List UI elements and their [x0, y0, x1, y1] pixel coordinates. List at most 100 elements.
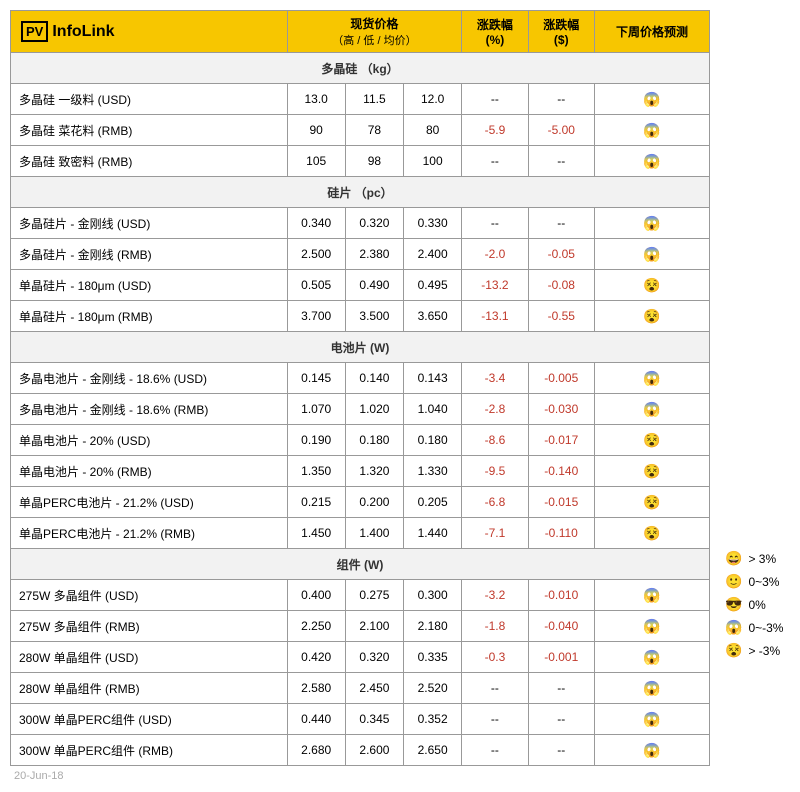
change-pct: -13.1: [462, 301, 528, 332]
price-avg: 80: [404, 115, 462, 146]
price-avg: 0.495: [404, 270, 462, 301]
table-row: 280W 单晶组件 (RMB)2.5802.4502.520----😱: [11, 673, 710, 704]
item-name: 280W 单晶组件 (RMB): [11, 673, 288, 704]
price-avg: 2.650: [404, 735, 462, 766]
forecast-icon: 😱: [594, 735, 709, 766]
legend-text: 0%: [748, 598, 765, 612]
change-abs: --: [528, 704, 594, 735]
forecast-icon: 😱: [594, 363, 709, 394]
legend-row: 😎 0%: [725, 596, 783, 613]
table-row: 单晶电池片 - 20% (USD)0.1900.1800.180-8.6-0.0…: [11, 425, 710, 456]
forecast-icon: 😱: [594, 115, 709, 146]
legend-icon: 🙂: [725, 573, 742, 590]
header-abs: 涨跌幅 ($): [528, 11, 594, 53]
table-row: 单晶PERC电池片 - 21.2% (RMB)1.4501.4001.440-7…: [11, 518, 710, 549]
price-low: 0.140: [345, 363, 403, 394]
price-avg: 100: [404, 146, 462, 177]
price-high: 1.070: [287, 394, 345, 425]
item-name: 单晶硅片 - 180μm (RMB): [11, 301, 288, 332]
price-low: 78: [345, 115, 403, 146]
price-low: 2.600: [345, 735, 403, 766]
change-pct: -5.9: [462, 115, 528, 146]
price-high: 13.0: [287, 84, 345, 115]
price-avg: 2.180: [404, 611, 462, 642]
price-avg: 0.352: [404, 704, 462, 735]
price-avg: 2.400: [404, 239, 462, 270]
price-low: 2.450: [345, 673, 403, 704]
price-high: 0.215: [287, 487, 345, 518]
header-forecast: 下周价格预测: [594, 11, 709, 53]
item-name: 单晶PERC电池片 - 21.2% (USD): [11, 487, 288, 518]
change-abs: -0.017: [528, 425, 594, 456]
price-avg: 0.300: [404, 580, 462, 611]
forecast-icon: 😱: [594, 673, 709, 704]
legend-icon: 😵: [725, 642, 742, 659]
logo-text: InfoLink: [52, 23, 114, 40]
table-row: 单晶PERC电池片 - 21.2% (USD)0.2150.2000.205-6…: [11, 487, 710, 518]
forecast-icon: 😱: [594, 146, 709, 177]
logo-pv-icon: PV: [21, 21, 48, 42]
change-abs: -0.005: [528, 363, 594, 394]
legend-icon: 😎: [725, 596, 742, 613]
change-pct: -7.1: [462, 518, 528, 549]
table-row: 280W 单晶组件 (USD)0.4200.3200.335-0.3-0.001…: [11, 642, 710, 673]
forecast-icon: 😱: [594, 394, 709, 425]
table-row: 300W 单晶PERC组件 (USD)0.4400.3450.352----😱: [11, 704, 710, 735]
item-name: 275W 多晶组件 (USD): [11, 580, 288, 611]
change-pct: --: [462, 704, 528, 735]
change-pct: -2.8: [462, 394, 528, 425]
forecast-icon: 😱: [594, 704, 709, 735]
change-abs: --: [528, 84, 594, 115]
item-name: 300W 单晶PERC组件 (USD): [11, 704, 288, 735]
table-row: 单晶硅片 - 180μm (USD)0.5050.4900.495-13.2-0…: [11, 270, 710, 301]
price-high: 0.420: [287, 642, 345, 673]
price-low: 0.275: [345, 580, 403, 611]
change-abs: --: [528, 208, 594, 239]
price-high: 90: [287, 115, 345, 146]
price-high: 0.505: [287, 270, 345, 301]
header-price: 现货价格 （高 / 低 / 均价）: [287, 11, 462, 53]
change-abs: -0.140: [528, 456, 594, 487]
price-high: 1.350: [287, 456, 345, 487]
price-table: PVInfoLink 现货价格 （高 / 低 / 均价） 涨跌幅 (%) 涨跌幅…: [10, 10, 710, 766]
change-pct: --: [462, 673, 528, 704]
price-avg: 0.180: [404, 425, 462, 456]
price-avg: 1.330: [404, 456, 462, 487]
price-low: 11.5: [345, 84, 403, 115]
forecast-icon: 😵: [594, 456, 709, 487]
price-low: 0.345: [345, 704, 403, 735]
change-abs: -0.001: [528, 642, 594, 673]
table-row: 275W 多晶组件 (RMB)2.2502.1002.180-1.8-0.040…: [11, 611, 710, 642]
price-low: 0.180: [345, 425, 403, 456]
legend-row: 😱0~-3%: [725, 619, 783, 636]
price-high: 0.440: [287, 704, 345, 735]
change-pct: -3.4: [462, 363, 528, 394]
price-avg: 0.335: [404, 642, 462, 673]
price-high: 0.190: [287, 425, 345, 456]
forecast-icon: 😵: [594, 270, 709, 301]
forecast-icon: 😱: [594, 642, 709, 673]
item-name: 多晶硅 致密料 (RMB): [11, 146, 288, 177]
change-pct: -13.2: [462, 270, 528, 301]
price-low: 1.320: [345, 456, 403, 487]
change-abs: -0.110: [528, 518, 594, 549]
price-low: 2.380: [345, 239, 403, 270]
change-pct: --: [462, 84, 528, 115]
legend: 😄> 3%🙂0~3%😎0%😱0~-3%😵> -3%: [725, 550, 783, 665]
item-name: 多晶硅 菜花料 (RMB): [11, 115, 288, 146]
forecast-icon: 😵: [594, 518, 709, 549]
change-pct: -1.8: [462, 611, 528, 642]
forecast-icon: 😵: [594, 487, 709, 518]
price-high: 0.340: [287, 208, 345, 239]
price-high: 2.680: [287, 735, 345, 766]
price-avg: 0.143: [404, 363, 462, 394]
price-low: 2.100: [345, 611, 403, 642]
section-header: 硅片 （pc）: [11, 177, 710, 208]
price-low: 0.200: [345, 487, 403, 518]
section-header: 组件 (W): [11, 549, 710, 580]
forecast-icon: 😵: [594, 425, 709, 456]
price-high: 1.450: [287, 518, 345, 549]
change-pct: --: [462, 735, 528, 766]
table-row: 多晶电池片 - 金刚线 - 18.6% (USD)0.1450.1400.143…: [11, 363, 710, 394]
change-pct: -6.8: [462, 487, 528, 518]
